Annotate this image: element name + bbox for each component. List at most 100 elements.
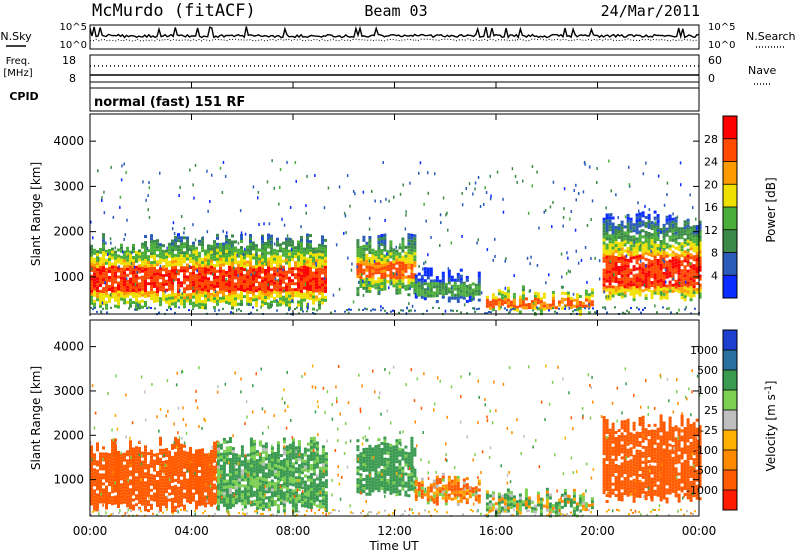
echo-cell (605, 273, 609, 277)
echo-cell (656, 232, 660, 235)
echo-cell (584, 289, 588, 293)
echo-cell (303, 259, 306, 263)
echo-cell (602, 241, 606, 245)
echo-cell (306, 460, 310, 464)
echo-cell (626, 219, 630, 223)
echo-cell (365, 253, 369, 257)
echo-cell (285, 469, 289, 473)
echo-cell (228, 292, 231, 296)
echo-cell (168, 254, 171, 258)
echo-cell (459, 274, 463, 278)
echo-cell (414, 295, 418, 299)
echo-cell (228, 298, 231, 302)
noise-point (625, 254, 628, 258)
echo-cell (171, 269, 174, 273)
noise-point (142, 180, 144, 184)
echo-cell (383, 248, 387, 252)
echo-cell (273, 464, 277, 467)
echo-cell (635, 228, 639, 232)
echo-cell (96, 259, 99, 263)
echo-cell (362, 460, 366, 463)
echo-cell (171, 458, 174, 462)
echo-cell (324, 500, 328, 504)
echo-cell (180, 452, 183, 456)
echo-cell (623, 279, 627, 283)
echo-cell (309, 276, 312, 280)
echo-cell (246, 465, 250, 469)
noise-point (695, 226, 698, 230)
noise-point (562, 224, 564, 228)
echo-cell (180, 500, 183, 504)
echo-cell (120, 267, 123, 271)
echo-cell (608, 225, 612, 229)
echo-cell (204, 261, 207, 265)
echo-cell (210, 488, 213, 492)
ground-scatter-point (476, 308, 478, 311)
echo-cell (644, 239, 648, 243)
echo-cell (171, 476, 174, 480)
noise-point (236, 253, 238, 257)
echo-cell (611, 252, 615, 256)
echo-cell (671, 289, 675, 293)
echo-cell (195, 455, 198, 459)
noise-point (210, 246, 213, 250)
echo-cell (228, 458, 232, 461)
echo-cell (150, 479, 153, 483)
echo-cell (647, 276, 651, 280)
echo-cell (222, 452, 226, 456)
echo-cell (632, 298, 636, 302)
echo-cell (629, 271, 633, 275)
echo-cell (401, 285, 405, 289)
echo-cell (659, 264, 663, 267)
echo-cell (267, 245, 270, 249)
echo-cell (312, 454, 316, 458)
echo-cell (566, 291, 570, 295)
echo-cell (156, 489, 159, 492)
echo-cell (285, 282, 288, 286)
echo-cell (132, 483, 135, 487)
echo-cell (270, 258, 273, 262)
echo-cell (653, 288, 657, 292)
echo-cell (231, 285, 234, 289)
echo-cell (536, 292, 540, 296)
noise-point (633, 240, 635, 244)
echo-cell (123, 479, 126, 483)
echo-cell (123, 292, 126, 296)
noise-point (442, 281, 444, 285)
echo-cell (297, 261, 300, 265)
echo-cell (644, 287, 648, 291)
echo-cell (183, 450, 186, 454)
echo-cell (180, 443, 183, 447)
echo-cell (270, 458, 274, 462)
echo-cell (641, 271, 645, 275)
colorbar-segment (723, 116, 737, 140)
echo-cell (261, 444, 265, 448)
echo-cell (611, 291, 615, 295)
echo-cell (386, 259, 390, 263)
echo-cell (312, 289, 315, 293)
echo-cell (671, 235, 675, 239)
echo-cell (147, 482, 150, 486)
echo-cell (186, 299, 189, 303)
noise-point (471, 298, 473, 302)
echo-cell (279, 493, 283, 496)
echo-cell (698, 235, 702, 239)
echo-cell (159, 252, 162, 256)
noise-point (654, 304, 656, 308)
echo-cell (105, 288, 108, 292)
echo-cell (99, 250, 102, 254)
echo-cell (620, 241, 624, 245)
echo-cell (371, 266, 375, 270)
echo-cell (321, 280, 324, 284)
echo-cell (575, 305, 579, 309)
beam-title: Beam 03 (364, 2, 427, 20)
echo-cell (659, 246, 663, 249)
echo-cell (93, 471, 96, 475)
echo-cell (279, 490, 283, 493)
echo-cell (506, 289, 510, 293)
echo-cell (683, 253, 687, 257)
echo-cell (168, 305, 171, 309)
echo-cell (605, 255, 609, 259)
echo-cell (132, 277, 135, 280)
echo-cell (228, 479, 232, 482)
